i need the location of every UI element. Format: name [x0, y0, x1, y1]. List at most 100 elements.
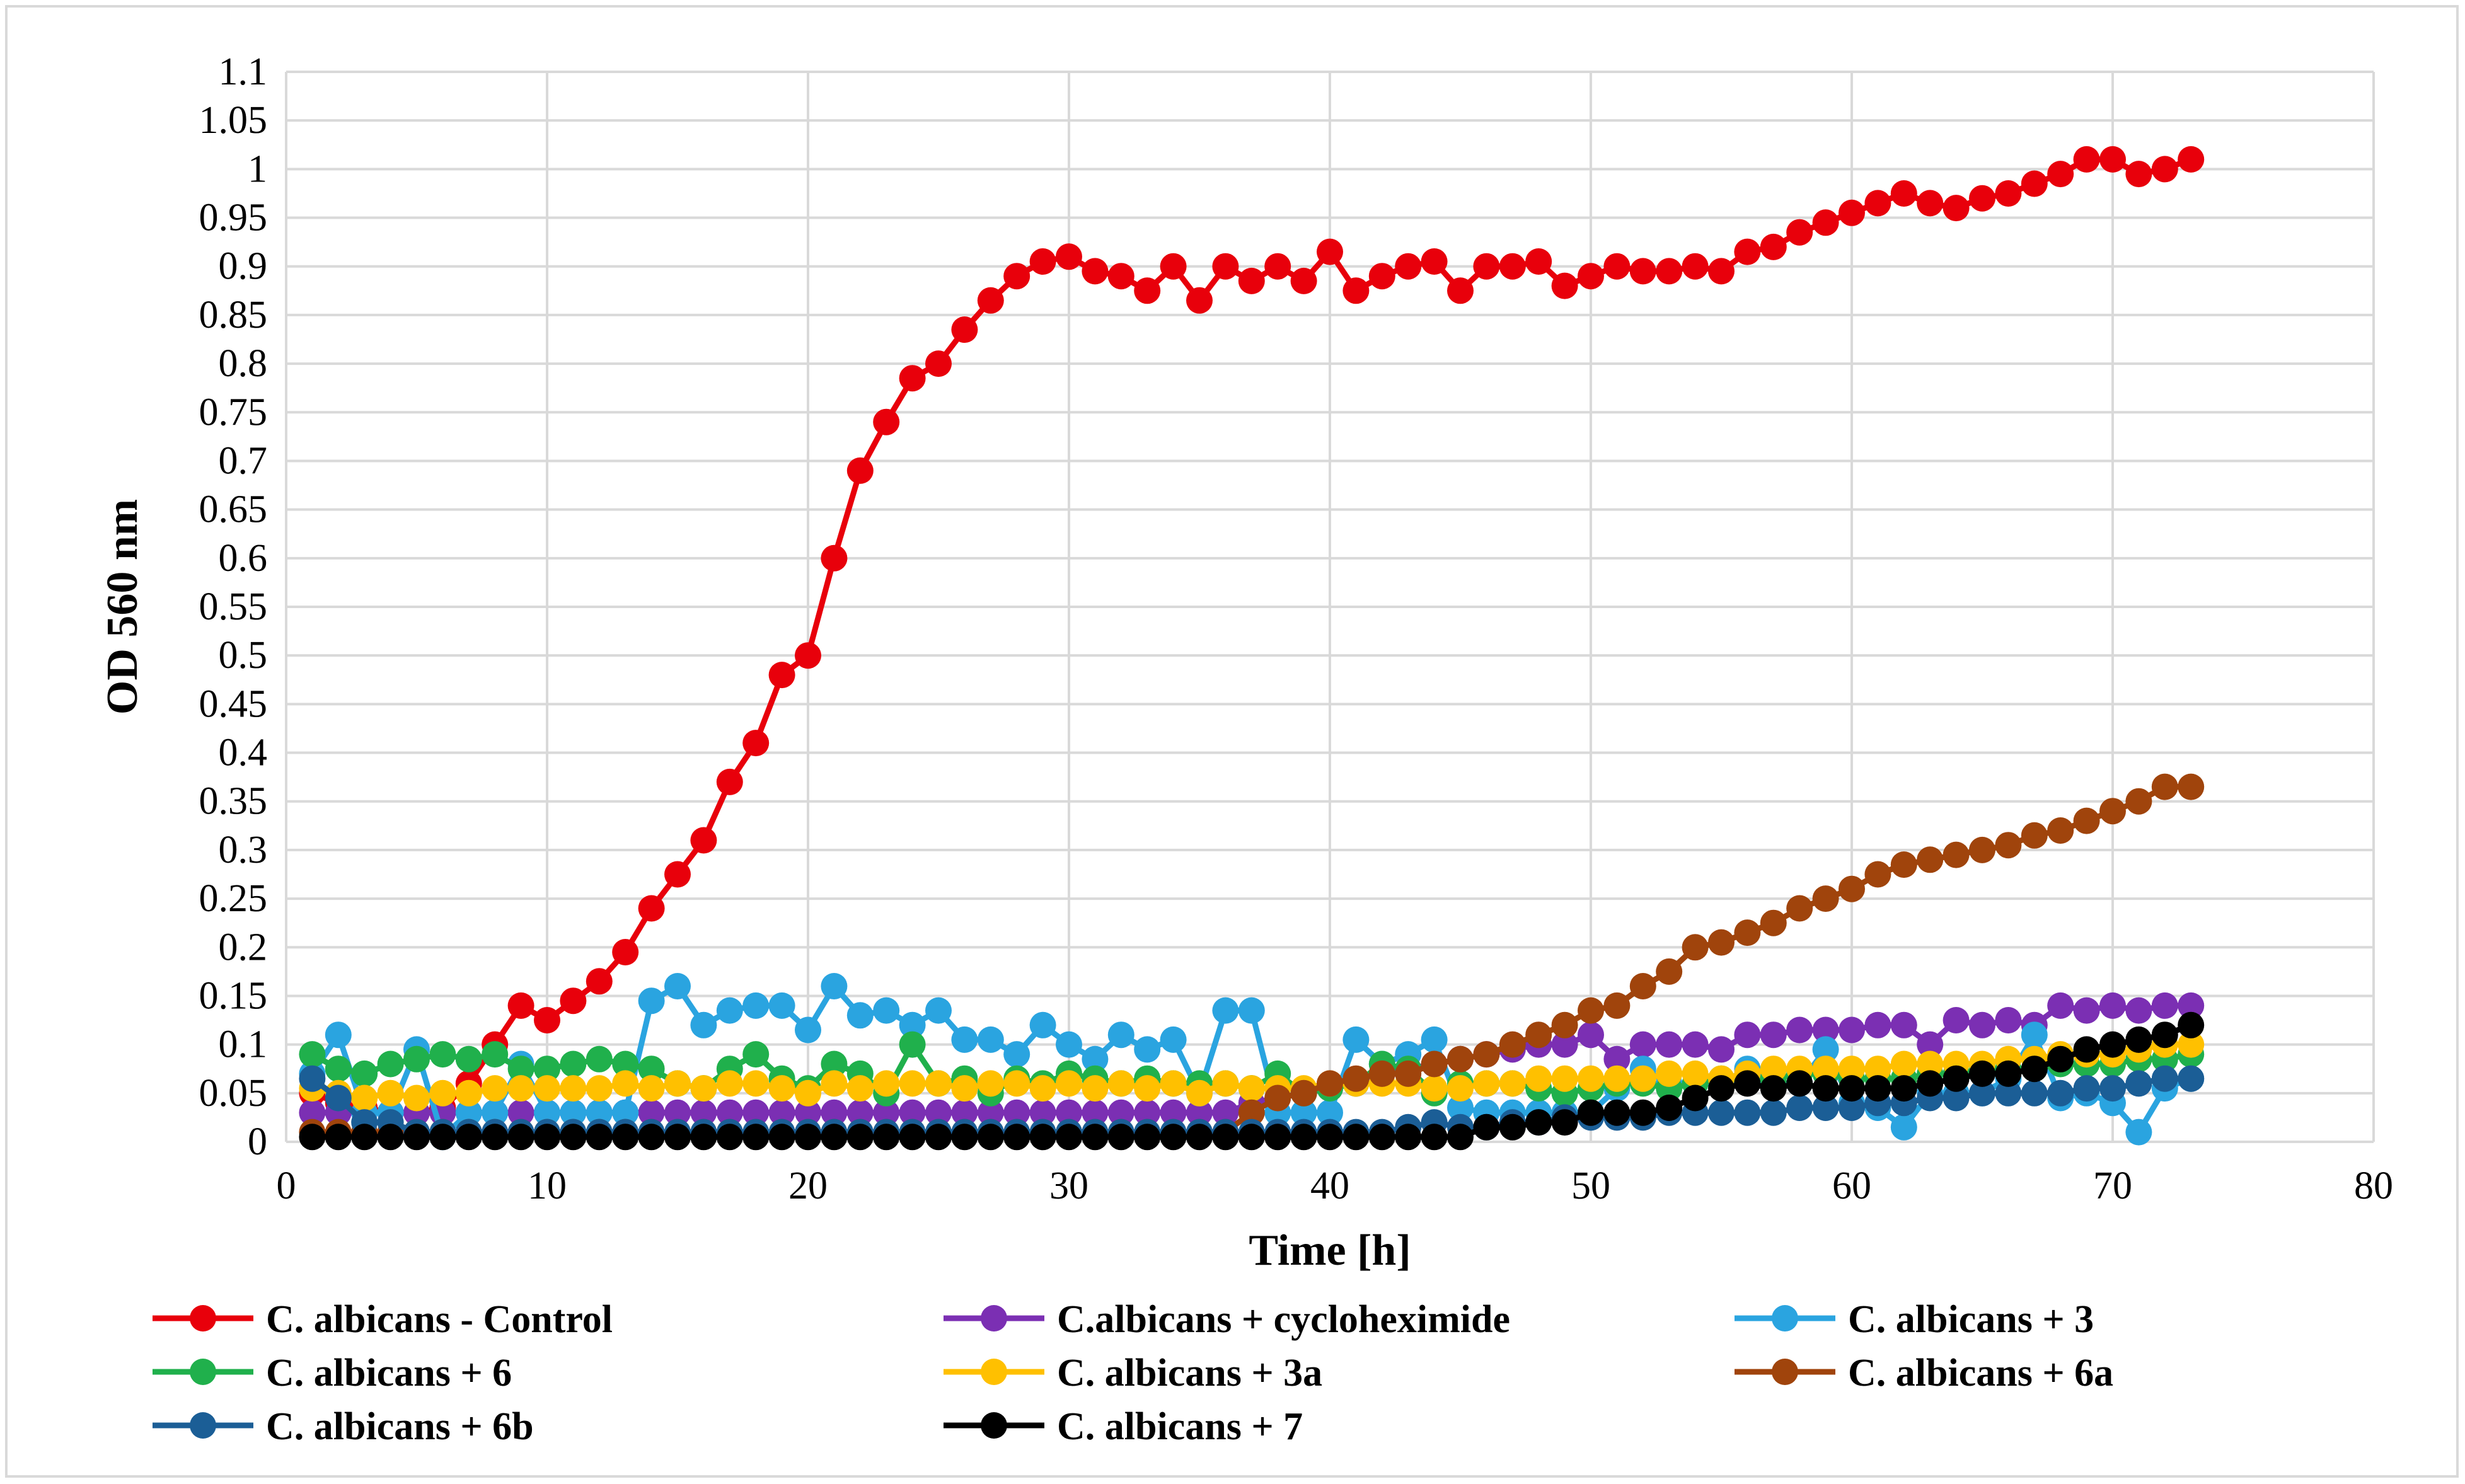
data-point: [1186, 287, 1213, 314]
data-point: [482, 1124, 509, 1151]
data-point: [1943, 841, 1970, 868]
data-point: [1342, 1124, 1370, 1151]
data-point: [299, 1099, 326, 1126]
data-point: [2099, 1075, 2126, 1102]
data-point: [1708, 1099, 1735, 1126]
data-point: [742, 1124, 770, 1151]
data-point: [1656, 258, 1683, 285]
data-point: [1864, 1055, 1891, 1083]
data-point: [1160, 1070, 1187, 1097]
data-point: [1890, 1011, 1917, 1038]
legend-swatch-marker: [981, 1359, 1007, 1385]
data-point: [1238, 1075, 1265, 1102]
data-point: [977, 287, 1004, 314]
data-point: [742, 730, 770, 757]
data-point: [1603, 1099, 1631, 1126]
data-point: [1499, 1031, 1526, 1058]
data-point: [1995, 180, 2022, 207]
data-point: [1473, 1041, 1500, 1068]
data-point: [1995, 1079, 2022, 1107]
x-tick-label: 60: [1832, 1165, 1871, 1207]
data-point: [742, 1070, 770, 1097]
data-point: [795, 1124, 821, 1151]
data-point: [1499, 1070, 1526, 1097]
data-point: [534, 1099, 560, 1126]
data-point: [664, 861, 691, 888]
data-point: [586, 1099, 613, 1126]
data-point: [534, 1075, 560, 1102]
data-point: [1160, 1026, 1187, 1053]
data-point: [455, 1099, 482, 1126]
data-point: [1864, 1011, 1891, 1038]
data-point: [1107, 1099, 1134, 1126]
data-point: [846, 457, 874, 484]
data-point: [977, 1070, 1004, 1097]
data-point: [1212, 1070, 1239, 1097]
data-point: [1943, 1065, 1970, 1092]
data-point: [1969, 185, 1995, 212]
data-point: [1864, 1075, 1891, 1102]
data-point: [1551, 1065, 1578, 1092]
y-tick-label: 0.45: [199, 682, 268, 725]
legend-label: C. albicans + 7: [1057, 1405, 1303, 1448]
data-point: [925, 350, 952, 377]
data-point: [1264, 253, 1291, 280]
data-point: [1839, 1055, 1865, 1083]
legend-label: C. albicans + 3a: [1057, 1352, 1322, 1395]
data-point: [1134, 1124, 1161, 1151]
data-point: [1995, 832, 2022, 859]
data-point: [638, 1099, 665, 1126]
data-point: [742, 992, 770, 1019]
data-point: [586, 1045, 613, 1073]
data-point: [377, 1079, 404, 1107]
data-point: [873, 1124, 900, 1151]
data-point: [1734, 1099, 1761, 1126]
data-point: [1812, 1016, 1839, 1044]
data-point: [1368, 1124, 1395, 1151]
data-point: [1603, 1065, 1631, 1092]
data-point: [560, 1075, 587, 1102]
data-point: [325, 1124, 352, 1151]
data-point: [821, 973, 848, 999]
legend-item: C. albicans + 7: [944, 1405, 1303, 1448]
data-point: [612, 1124, 639, 1151]
legend-swatch-marker: [981, 1305, 1007, 1332]
data-point: [768, 1099, 795, 1126]
data-point: [1760, 1099, 1787, 1126]
data-point: [1368, 263, 1395, 290]
data-point: [1107, 1070, 1134, 1097]
data-point: [2073, 997, 2100, 1024]
data-point: [1134, 1036, 1161, 1063]
data-point: [507, 1124, 534, 1151]
data-point: [664, 1070, 691, 1097]
data-point: [795, 1016, 821, 1044]
data-point: [1786, 1016, 1813, 1044]
data-point: [1421, 1050, 1448, 1078]
data-point: [1682, 934, 1709, 961]
data-point: [821, 1124, 848, 1151]
od560-growth-chart: 0 0.05 0.1 0.15 0.2 0.25 0.3 0.35 0.4 0.45 0.5 0.55…: [98, 50, 2393, 1448]
data-point: [2125, 161, 2152, 188]
data-point: [586, 1124, 613, 1151]
data-point: [1708, 1036, 1735, 1063]
legend-swatch-marker: [981, 1412, 1007, 1439]
data-point: [1603, 992, 1631, 1019]
legend-label: C.albicans + cycloheximide: [1057, 1298, 1510, 1341]
data-point: [1578, 997, 1604, 1024]
data-point: [1238, 267, 1265, 294]
data-point: [1890, 1050, 1917, 1078]
data-point: [2151, 156, 2178, 183]
data-point: [2178, 1011, 2205, 1038]
data-point: [1186, 1124, 1213, 1151]
data-point: [768, 662, 795, 689]
data-point: [1056, 1070, 1082, 1097]
chart-frame: 0 0.05 0.1 0.15 0.2 0.25 0.3 0.35 0.4 0.45 0.5 0.55…: [5, 5, 2459, 1478]
legend-swatch-marker: [190, 1359, 216, 1385]
data-point: [1160, 1099, 1187, 1126]
data-point: [1029, 1124, 1056, 1151]
data-point: [873, 1099, 900, 1126]
data-point: [2151, 1021, 2178, 1049]
data-point: [1107, 263, 1134, 290]
data-point: [1890, 180, 1917, 207]
data-point: [2099, 992, 2126, 1019]
